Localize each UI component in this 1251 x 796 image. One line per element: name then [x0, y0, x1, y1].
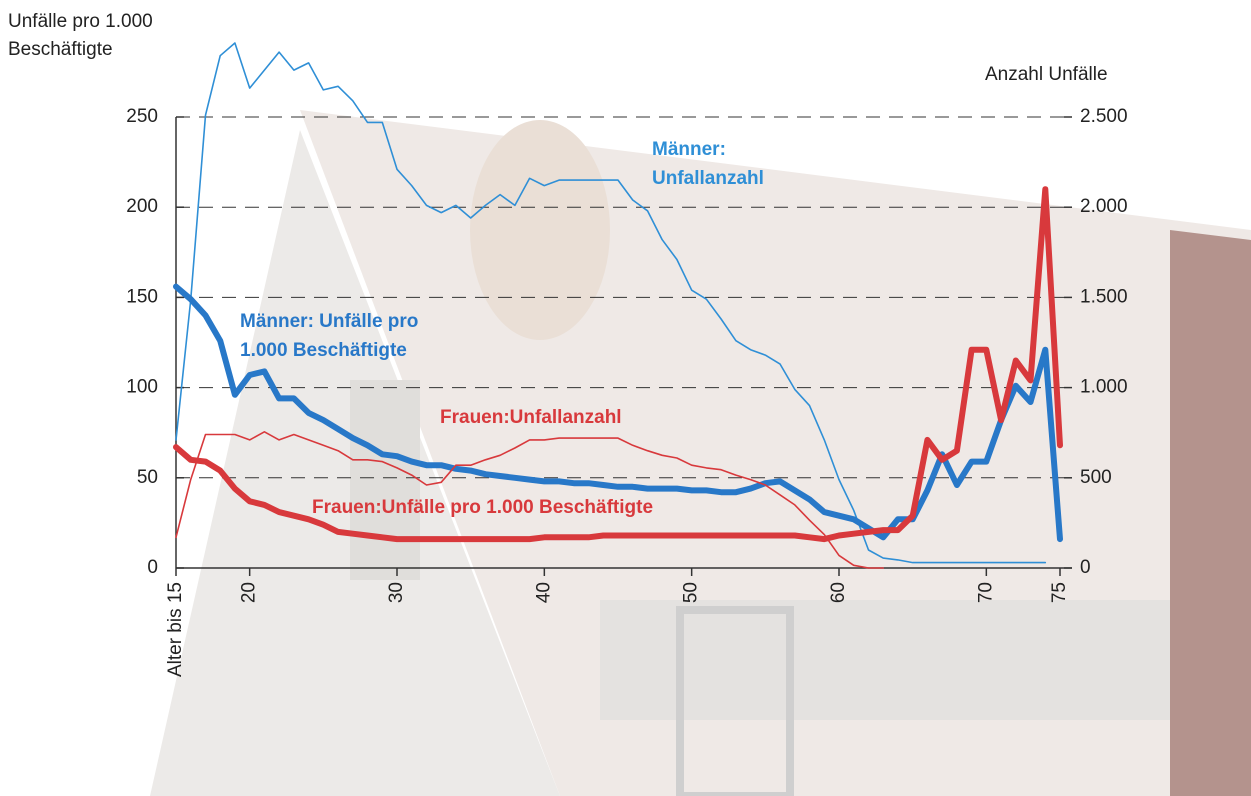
series-label: 1.000 Beschäftigte — [240, 340, 407, 361]
y2-axis-title: Anzahl Unfälle — [985, 64, 1108, 85]
x-tick-label: 60 — [828, 582, 849, 603]
y-tick-label: 250 — [126, 106, 158, 127]
y-axis-title: Beschäftigte — [8, 39, 113, 60]
series-line — [173, 186, 1063, 543]
y-tick-label: 50 — [137, 467, 158, 488]
x-tick-label: 70 — [975, 582, 996, 603]
series-label: Frauen:Unfallanzahl — [440, 407, 622, 428]
series-label: Frauen:Unfälle pro 1.000 Beschäftigte — [312, 497, 653, 518]
series-label: Männer: — [652, 139, 726, 160]
series-label: Unfallanzahl — [652, 168, 764, 189]
y-tick-label: 200 — [126, 196, 158, 217]
y2-tick-label: 2.500 — [1080, 106, 1128, 127]
y-tick-label: 0 — [147, 557, 158, 578]
y-axis-title: Unfälle pro 1.000 — [8, 11, 153, 32]
y2-tick-label: 0 — [1080, 557, 1091, 578]
series-line — [175, 431, 884, 569]
series-label: Männer: Unfälle pro — [240, 311, 418, 332]
y2-tick-label: 1.500 — [1080, 286, 1128, 307]
x-tick-label: 75 — [1049, 582, 1070, 603]
x-tick-label: 30 — [386, 582, 407, 603]
y-tick-label: 150 — [126, 286, 158, 307]
series-line — [175, 42, 1047, 564]
y-tick-label: 100 — [126, 377, 158, 398]
x-tick-label: 40 — [533, 582, 554, 603]
x-tick-label: Alter bis 15 — [165, 582, 186, 677]
y2-tick-label: 500 — [1080, 467, 1112, 488]
x-tick-label: 50 — [681, 582, 702, 603]
background-photo — [150, 110, 1251, 796]
y2-tick-label: 2.000 — [1080, 196, 1128, 217]
y2-tick-label: 1.000 — [1080, 377, 1128, 398]
x-tick-label: 20 — [239, 582, 260, 603]
